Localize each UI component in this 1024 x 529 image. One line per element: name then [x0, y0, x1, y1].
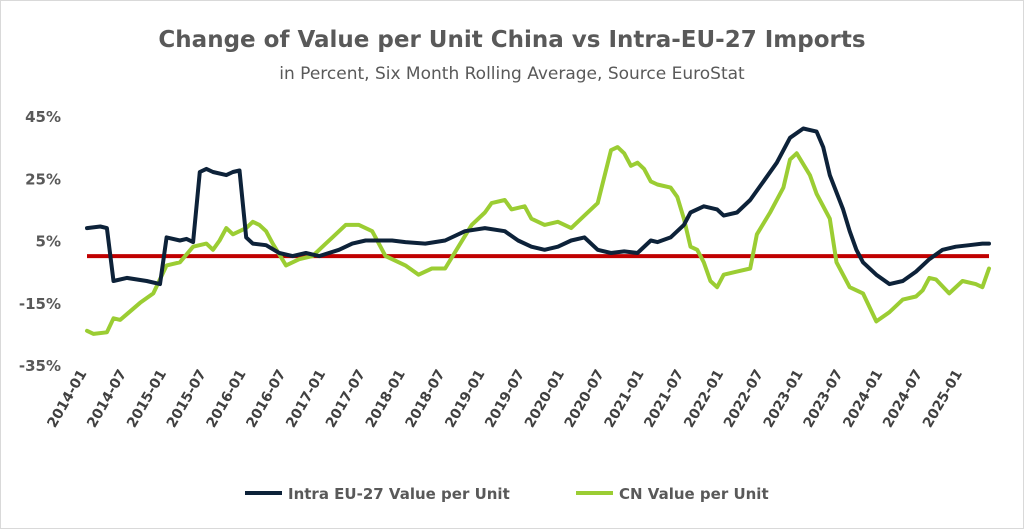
- x-tick-label: 2025-01: [920, 367, 966, 431]
- x-tick-label: 2019-07: [482, 367, 528, 431]
- y-tick-label: 25%: [25, 170, 61, 188]
- x-tick-label: 2023-07: [801, 367, 847, 431]
- x-tick-label: 2016-07: [243, 367, 289, 431]
- x-tick-label: 2014-07: [84, 367, 130, 431]
- x-tick-label: 2020-01: [522, 367, 568, 431]
- legend-label-intra-eu: Intra EU-27 Value per Unit: [288, 485, 510, 503]
- x-tick-label: 2017-01: [283, 367, 329, 431]
- y-axis: 45% 25% 5% -15% -35%: [19, 108, 61, 375]
- series-group: [85, 126, 991, 336]
- x-axis: 2014-012014-072015-012015-072016-012016-…: [44, 367, 965, 431]
- x-tick-label: 2022-01: [681, 367, 727, 431]
- x-tick-label: 2017-07: [323, 367, 369, 431]
- x-tick-label: 2024-07: [880, 367, 926, 431]
- x-tick-label: 2015-01: [124, 367, 170, 431]
- x-tick-label: 2020-07: [562, 367, 608, 431]
- x-tick-label: 2018-01: [363, 367, 409, 431]
- chart-subtitle: in Percent, Six Month Rolling Average, S…: [279, 64, 745, 84]
- y-tick-label: -35%: [19, 357, 61, 375]
- x-tick-label: 2016-01: [204, 367, 250, 431]
- chart-title: Change of Value per Unit China vs Intra-…: [158, 27, 865, 53]
- x-tick-label: 2022-07: [721, 367, 767, 431]
- x-tick-label: 2014-01: [44, 367, 90, 431]
- x-tick-label: 2021-01: [602, 367, 648, 431]
- y-tick-label: -15%: [19, 295, 61, 313]
- x-tick-label: 2018-07: [403, 367, 449, 431]
- x-tick-label: 2015-07: [164, 367, 210, 431]
- series-line-cn: [85, 145, 991, 336]
- x-tick-label: 2024-01: [840, 367, 886, 431]
- x-tick-label: 2023-01: [761, 367, 807, 431]
- y-tick-label: 5%: [36, 233, 61, 251]
- x-tick-label: 2019-01: [442, 367, 488, 431]
- legend-label-cn: CN Value per Unit: [619, 485, 769, 503]
- y-tick-label: 45%: [25, 108, 61, 126]
- x-tick-label: 2021-07: [641, 367, 687, 431]
- series-line-intra-eu: [85, 126, 991, 287]
- legend: Intra EU-27 Value per Unit CN Value per …: [245, 485, 769, 503]
